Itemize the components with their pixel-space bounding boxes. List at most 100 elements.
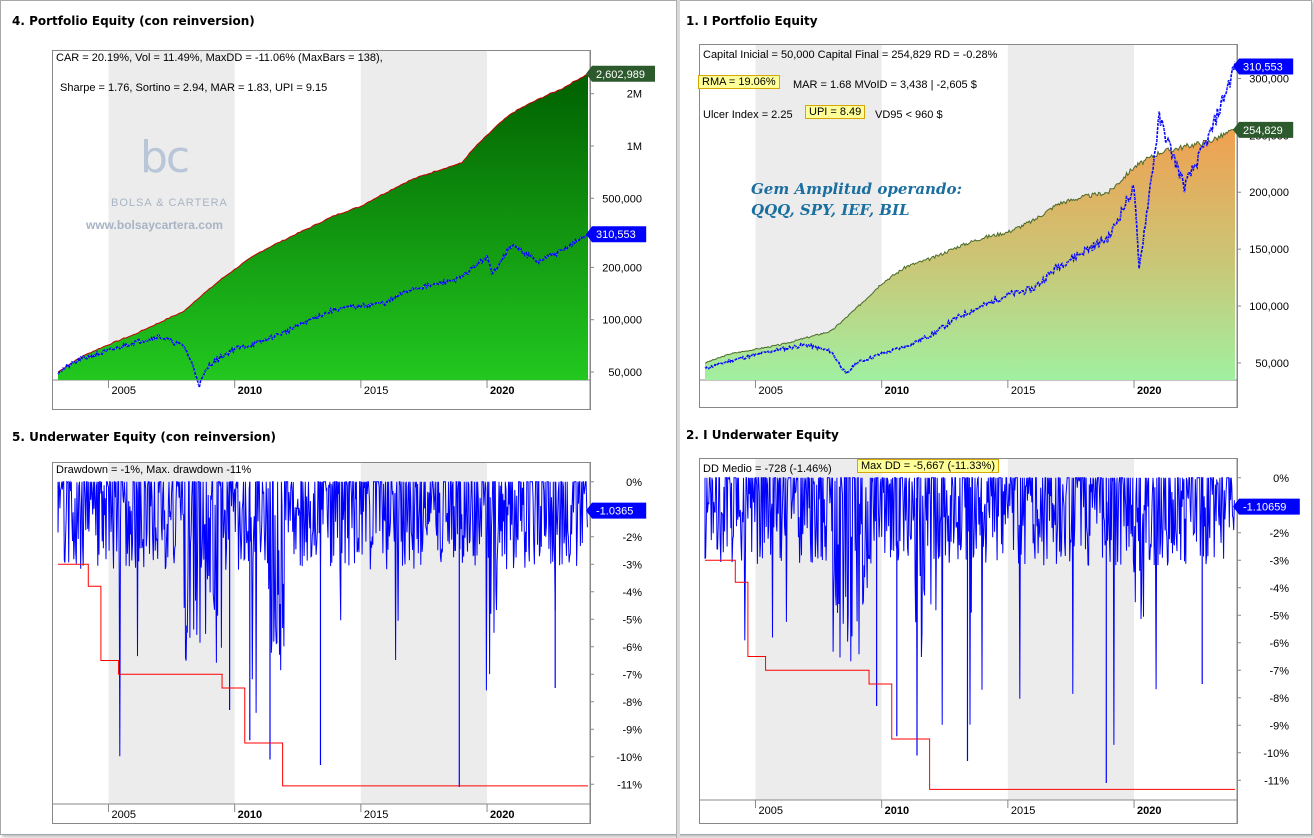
p1-stats-line2: MAR = 1.68 MVoID = 3,438 | -2,605 $ [793, 79, 977, 91]
equity-line [704, 128, 1236, 364]
i-portfolio-equity-chart[interactable]: 2005 2010 2015 2020 50,000 100,000 150,000 200,… [699, 44, 1305, 408]
panel-title-portfolio-equity: 4. Portfolio Equity (con reinversion) [12, 14, 255, 28]
x-tick-label: 2020 [1137, 385, 1161, 397]
y-tick-label: -11% [617, 779, 642, 791]
y-tick-label: 200,000 [1249, 187, 1289, 199]
p1-stats-line1: Capital Inicial = 50,000 Capital Final =… [703, 49, 998, 61]
y-tick-label: 200,000 [602, 262, 642, 274]
benchmark-last-value [586, 226, 647, 243]
y-tick-label: -5% [1269, 610, 1289, 622]
x-tick-label: 2020 [1137, 805, 1161, 817]
drawdown-spikes [57, 480, 588, 787]
rma-value: RMA = 19.06% [698, 75, 780, 89]
y-tick-label: -9% [1269, 720, 1289, 732]
panel-title-i-portfolio-equity: 1. I Portfolio Equity [686, 14, 818, 28]
watermark-url: www.bolsaycartera.com [86, 218, 223, 232]
max-drawdown-line [705, 559, 1235, 790]
x-tick-label: 2005 [111, 385, 135, 397]
p2-max-dd-badge: Max DD = -5,667 (-11.33%) [857, 459, 999, 473]
y-tick-label: 50,000 [1255, 358, 1289, 370]
y-tick-label: -4% [1269, 583, 1289, 595]
x-tick-label: 2010 [885, 805, 909, 817]
y-tick-label: 1M [627, 141, 642, 153]
y-tick-label: 50,000 [608, 367, 642, 379]
p4-stats-line2: Sharpe = 1.76, Sortino = 2.94, MAR = 1.8… [60, 82, 328, 94]
y-tick-label: 300,000 [1249, 73, 1289, 85]
p4-stats-line1: CAR = 20.19%, Vol = 11.49%, MaxDD = -11.… [56, 52, 383, 64]
y-tick-label: 150,000 [1249, 244, 1289, 256]
x-tick-label: 2005 [758, 805, 782, 817]
p1-annotation-line2: QQQ, SPY, IEF, BIL [751, 201, 910, 219]
y-tick-label: -7% [622, 669, 642, 681]
drawdown-last-value [586, 502, 647, 519]
equity-area [705, 129, 1235, 380]
equity-drawdown-edge [57, 73, 589, 373]
panel-title-i-underwater-equity: 2. I Underwater Equity [686, 428, 839, 442]
x-tick-label: 2015 [1011, 385, 1035, 397]
y-tick-label: -8% [1269, 693, 1289, 705]
p1-rma-badge: RMA = 19.06% [698, 75, 780, 89]
equity-area [58, 74, 588, 380]
x-tick-label: 2015 [364, 809, 388, 821]
x-tick-label: 2020 [490, 385, 514, 397]
x-tick-label: 2010 [238, 385, 262, 397]
p1-upi-badge: UPI = 8.49 [805, 105, 866, 119]
p2-dd-medio: DD Medio = -728 (-1.46%) [703, 463, 832, 475]
equity-last-value-text: 2,602,989 [596, 69, 645, 81]
x-tick-label: 2015 [1011, 805, 1035, 817]
drawdown-last-value [1233, 498, 1300, 515]
y-tick-label: -6% [622, 642, 642, 654]
x-tick-label: 2010 [238, 809, 262, 821]
benchmark-last-value-text: 310,553 [1243, 61, 1283, 73]
bolsaycartera-logo: bc [140, 132, 190, 183]
y-tick-label: -7% [1269, 665, 1289, 677]
p1-vd95: VD95 < 960 $ [875, 109, 943, 121]
i-underwater-equity-chart[interactable]: 2005 2010 2015 2020 0% -2% -3% -4% -5% -6% -7% -8% -… [699, 458, 1305, 824]
y-tick-label: -3% [622, 559, 642, 571]
y-tick-label: -9% [622, 724, 642, 736]
y-tick-label: -10% [1263, 748, 1289, 760]
y-tick-label: 2M [627, 89, 642, 101]
panel-title-underwater-equity: 5. Underwater Equity (con reinversion) [12, 430, 277, 444]
panel-divider[interactable] [676, 0, 680, 838]
benchmark-line-highlight [704, 61, 1236, 374]
drawdown-last-value-text: -1.0365 [596, 506, 633, 518]
y-tick-label: -3% [1269, 555, 1289, 567]
upi-value: UPI = 8.49 [805, 105, 866, 119]
drawdown-line [57, 480, 588, 757]
portfolio-equity-chart[interactable]: 2005 2010 2015 2020 2M 1M 500,000 200,000 100,00… [52, 50, 655, 410]
benchmark-last-value [1233, 58, 1294, 75]
x-tick-label: 2005 [111, 809, 135, 821]
equity-last-value [1233, 121, 1294, 138]
y-tick-label: -2% [622, 532, 642, 544]
max-dd-value: Max DD = -5,667 (-11.33%) [857, 459, 999, 473]
y-tick-label: -5% [622, 614, 642, 626]
y-tick-label: 0% [1273, 473, 1289, 485]
y-tick-label: 100,000 [1249, 301, 1289, 313]
p1-annotation-line1: Gem Amplitud operando: [751, 180, 962, 198]
x-tick-label: 2005 [758, 385, 782, 397]
y-tick-label: -2% [1269, 528, 1289, 540]
y-tick-label: 0% [626, 477, 642, 489]
p1-ulcer-index: Ulcer Index = 2.25 [703, 109, 793, 121]
y-tick-label: -8% [622, 697, 642, 709]
equity-last-value-text: 254,829 [1243, 125, 1283, 137]
benchmark-line [57, 234, 588, 388]
watermark-brand: BOLSA & CARTERA [111, 197, 228, 209]
y-tick-label: 100,000 [602, 315, 642, 327]
p5-stats-line1: Drawdown = -1%, Max. drawdown -11% [56, 464, 252, 476]
underwater-equity-chart[interactable]: 2005 2010 2015 2020 0% -2% -3% -4% -5% -6% -7% -8% -… [52, 462, 655, 824]
y-tick-label: -6% [1269, 638, 1289, 650]
y-tick-label: -10% [616, 752, 642, 764]
x-tick-label: 2015 [364, 385, 388, 397]
x-tick-label: 2010 [885, 385, 909, 397]
x-tick-label: 2020 [490, 809, 514, 821]
y-tick-label: -11% [1264, 775, 1289, 787]
benchmark-last-value-text: 310,553 [596, 229, 636, 241]
drawdown-last-value-text: -1.10659 [1243, 502, 1286, 514]
equity-last-value [586, 65, 655, 82]
max-drawdown-line [58, 563, 588, 787]
y-tick-label: -4% [622, 587, 642, 599]
y-tick-label: 500,000 [602, 193, 642, 205]
